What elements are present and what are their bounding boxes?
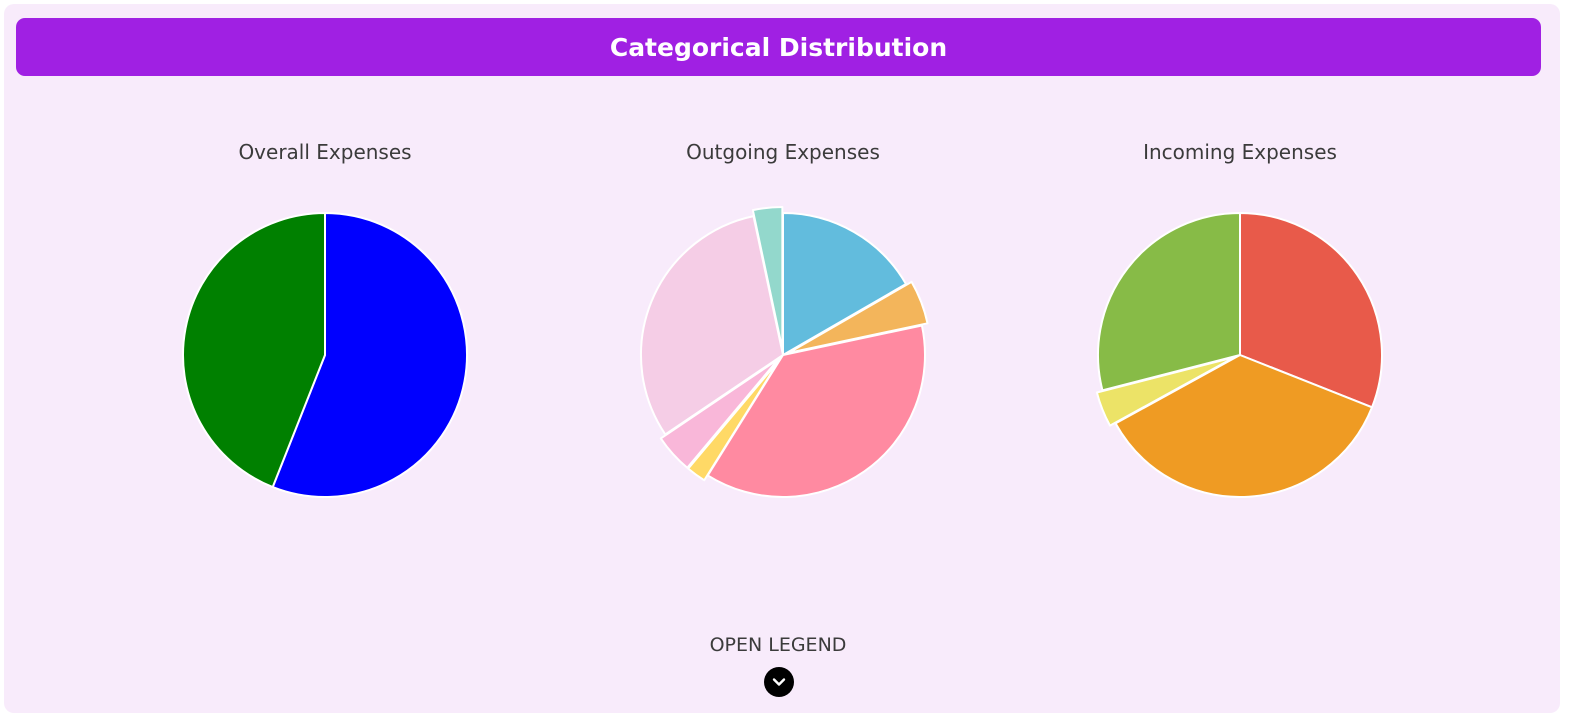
pie-slice[interactable]: [182, 212, 326, 489]
pie-slice[interactable]: [640, 215, 784, 436]
pie-slice[interactable]: [271, 212, 468, 498]
pie-slice[interactable]: [659, 358, 780, 469]
pie-slice[interactable]: [706, 324, 926, 498]
overall-expenses-title: Overall Expenses: [238, 140, 412, 164]
outgoing-expenses-title: Outgoing Expenses: [686, 140, 880, 164]
pie-slice[interactable]: [782, 212, 907, 356]
pie-slice[interactable]: [1097, 212, 1241, 392]
open-legend-label[interactable]: OPEN LEGEND: [709, 634, 847, 656]
pie-slice[interactable]: [751, 206, 784, 351]
chevron-down-icon: [772, 678, 786, 686]
pie-slice[interactable]: [1114, 354, 1374, 498]
pie-slice[interactable]: [687, 358, 781, 482]
pie-slice[interactable]: [1239, 212, 1383, 409]
outgoing-expenses-pie: [640, 206, 929, 498]
incoming-expenses-pie: [1095, 212, 1383, 498]
pie-slice[interactable]: [787, 280, 929, 354]
pie-slice[interactable]: [1095, 356, 1236, 427]
overall-expenses-pie: [182, 212, 468, 498]
open-legend-button[interactable]: [764, 667, 794, 697]
incoming-expenses-title: Incoming Expenses: [1143, 140, 1337, 164]
page-title: Categorical Distribution: [16, 18, 1541, 76]
